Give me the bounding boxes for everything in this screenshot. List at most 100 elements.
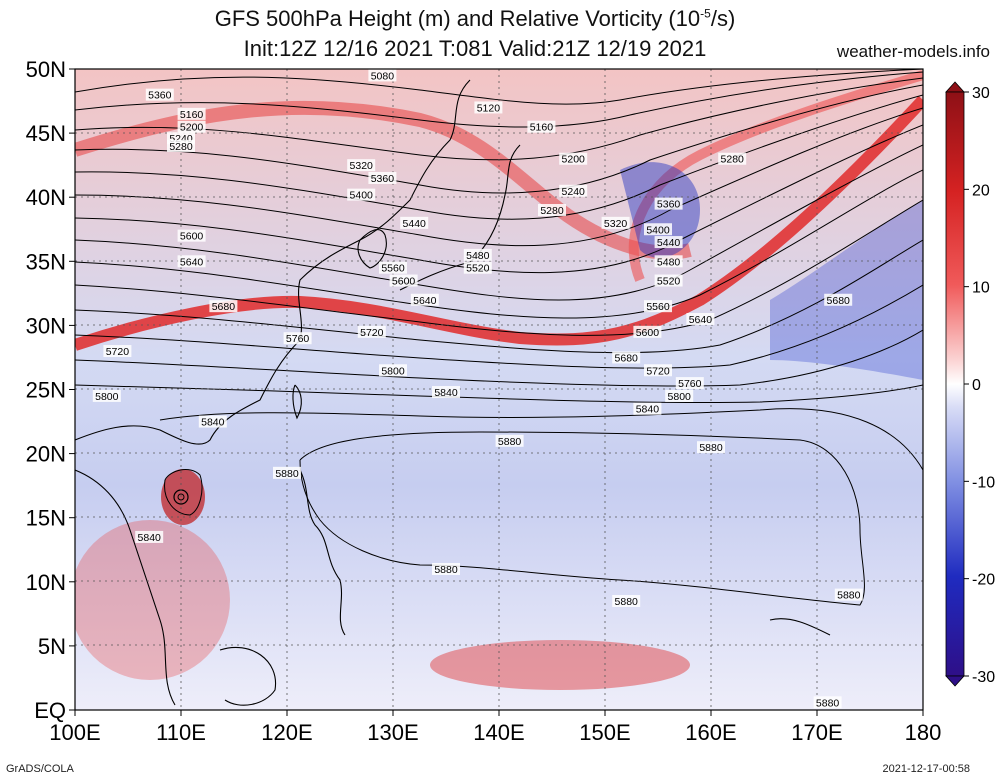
contour-label: 5320 xyxy=(350,160,374,172)
lon-tick-label: 100E xyxy=(49,720,100,745)
contour-label-bg xyxy=(347,188,376,201)
colorbar-tick-label: -10 xyxy=(972,474,995,491)
contour-label-bg xyxy=(347,159,376,172)
graticule xyxy=(75,69,923,710)
contour-label: 5880 xyxy=(498,436,522,448)
contour-label: 5160 xyxy=(180,109,204,121)
contour-label: 5200 xyxy=(180,122,204,134)
lat-tick-label: 50N xyxy=(26,57,66,82)
contour-label-bg xyxy=(177,120,206,133)
coast-asia-mainland xyxy=(75,79,471,445)
contour-label: 5680 xyxy=(615,352,639,364)
contour-label: 5880 xyxy=(837,590,861,602)
vorticity-band-arc xyxy=(628,70,923,282)
contour-label: 5840 xyxy=(138,532,162,544)
colorbar: 30 20 10 0 -10 -20 -30 xyxy=(945,81,995,687)
contour-label: 5400 xyxy=(350,190,374,202)
contour-label: 5440 xyxy=(403,218,427,230)
colorbar-tick-label: -30 xyxy=(972,669,995,686)
contour-label: 5280 xyxy=(721,154,745,166)
contour-label-bg xyxy=(368,171,397,184)
lat-tick-label: 25N xyxy=(26,378,66,403)
contour-label-bg xyxy=(368,69,397,82)
coast-borneo xyxy=(219,646,277,706)
lon-tick-label: 150E xyxy=(579,720,630,745)
contour-label-bg xyxy=(612,351,641,364)
contour-label: 5880 xyxy=(275,468,299,480)
contour-label-bg xyxy=(177,107,206,120)
contour-label: 5760 xyxy=(678,378,702,390)
contour-label: 5280 xyxy=(540,205,564,217)
contour-label-bg xyxy=(177,229,206,242)
contour-label: 5680 xyxy=(827,295,851,307)
contour-label-bg xyxy=(379,364,407,377)
contour-label-bg xyxy=(209,300,238,313)
contour-label-bg xyxy=(463,248,492,261)
contour-label: 5720 xyxy=(646,365,670,377)
lat-tick-label: EQ xyxy=(34,698,66,723)
contour-label: 5520 xyxy=(657,276,681,288)
contour-label-bg xyxy=(379,261,407,274)
contour-label-bg xyxy=(675,377,704,390)
lat-tick-label: 10N xyxy=(26,570,66,595)
contour-label-bg xyxy=(167,139,195,152)
contour-label: 5360 xyxy=(657,199,681,211)
contour-label-bg xyxy=(410,293,439,306)
height-contours xyxy=(75,69,923,606)
contour-label-bg xyxy=(135,530,164,543)
contour-labels: 5080512051605160520052005240524052805280… xyxy=(92,69,863,709)
contour-label-bg xyxy=(389,274,418,287)
coast-taiwan xyxy=(292,384,302,420)
contour-label: 5480 xyxy=(657,256,681,268)
contour-label: 5800 xyxy=(381,365,405,377)
contour-label-bg xyxy=(834,588,863,601)
lon-tick-label: 120E xyxy=(261,720,312,745)
contour-label: 5560 xyxy=(646,301,670,313)
contour-label-bg xyxy=(463,261,492,274)
contour-label: 5200 xyxy=(562,154,586,166)
contour-label-bg xyxy=(474,101,503,114)
vorticity-band-north xyxy=(75,100,692,260)
contour-label: 5400 xyxy=(646,224,670,236)
contour-label: 5800 xyxy=(668,391,692,403)
contour-label-bg xyxy=(283,332,312,345)
vorticity-negative-patch xyxy=(620,162,700,258)
lon-tick-label: 130E xyxy=(367,720,418,745)
lon-tick-label: 160E xyxy=(685,720,736,745)
contour-label-bg xyxy=(92,389,121,402)
lat-tick-label: 45N xyxy=(26,121,66,146)
vorticity-positive-sw xyxy=(75,520,230,680)
contour-label: 5160 xyxy=(530,122,554,134)
contour-label-bg xyxy=(654,255,683,268)
contour-label: 5720 xyxy=(106,346,130,358)
footer-software-label: GrADS/COLA xyxy=(6,763,74,775)
contour-label-bg xyxy=(633,325,662,338)
contour-label: 5600 xyxy=(636,327,660,339)
lon-tick-label: 170E xyxy=(791,720,842,745)
lat-tick-label: 40N xyxy=(26,185,66,210)
contour-label-bg xyxy=(103,345,132,358)
colorbar-tick-label: -20 xyxy=(972,572,995,589)
colorbar-tick-label: 20 xyxy=(972,182,990,199)
contour-label-bg xyxy=(527,120,556,133)
contour-label-bg xyxy=(538,204,566,217)
contour-label-bg xyxy=(686,312,715,325)
contour-label: 5440 xyxy=(657,237,681,249)
typhoon-vortex xyxy=(161,469,205,525)
lat-tick-label: 20N xyxy=(26,442,66,467)
footer-timestamp: 2021-12-17-00:58 xyxy=(882,763,970,775)
contour-label-bg xyxy=(273,466,301,479)
coastlines xyxy=(75,79,831,706)
contour-label-bg xyxy=(644,300,672,313)
colorbar-tick-label: 30 xyxy=(972,85,990,102)
colorbar-bottom-arrow xyxy=(945,675,965,687)
coast-philippines xyxy=(299,469,346,636)
contour-label: 5840 xyxy=(434,387,458,399)
contour-label: 5800 xyxy=(95,391,119,403)
contour-label: 5680 xyxy=(212,301,236,313)
lon-tick-label: 110E xyxy=(156,720,206,745)
chart-subtitle: Init:12Z 12/16 2021 T:081 Valid:21Z 12/1… xyxy=(243,36,707,61)
typhoon-center-inner-icon xyxy=(177,493,185,501)
contour-label-bg xyxy=(654,197,683,210)
